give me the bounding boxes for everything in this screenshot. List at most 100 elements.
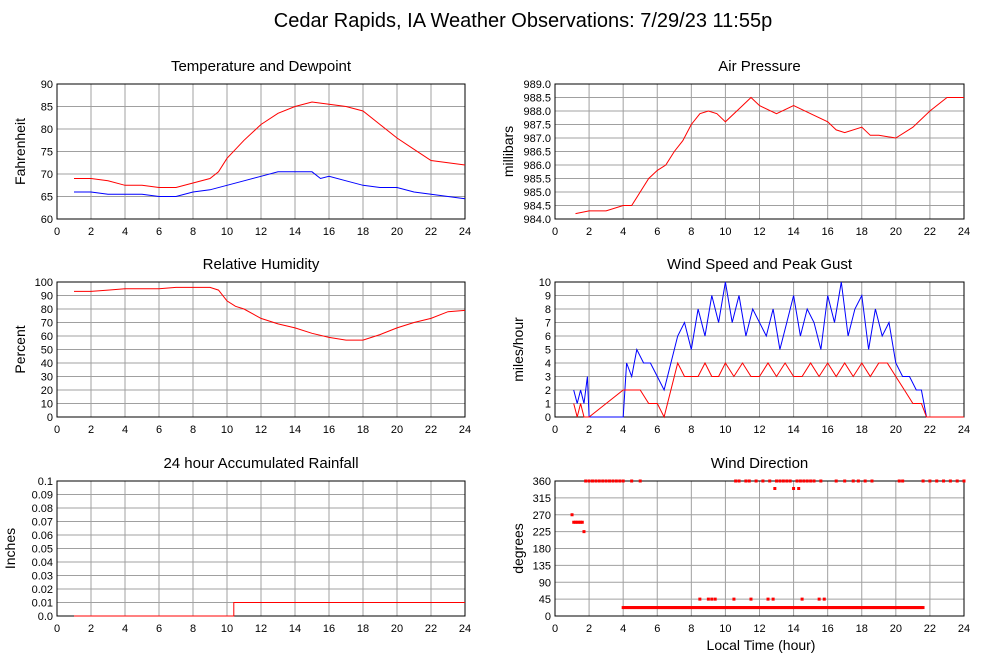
- temp-x-tick-label: 24: [459, 226, 471, 238]
- direction-plot-frame: [554, 480, 965, 617]
- wind-y-tick-label: 8: [545, 304, 551, 316]
- temp-y-tick-label: 90: [41, 79, 53, 91]
- humidity-y-tick-label: 10: [41, 399, 53, 411]
- temp-y-tick-label: 80: [41, 124, 53, 136]
- humidity-y-tick-label: 70: [41, 318, 53, 330]
- rain-x-tick-label: 18: [357, 623, 369, 635]
- direction-y-tick-label: 360: [533, 476, 551, 488]
- temp-y-tick-label: 75: [41, 147, 53, 159]
- direction-y-tick-label: 90: [539, 577, 551, 589]
- direction-x-tick-label: 2: [586, 623, 592, 635]
- humidity-x-tick-label: 18: [357, 424, 369, 436]
- direction-point: [572, 520, 576, 524]
- temp-y-tick-label: 60: [41, 214, 53, 226]
- direction-x-tick-label: 8: [688, 623, 694, 635]
- rain-series-line-0: [74, 602, 465, 617]
- direction-x-tick-label: 12: [753, 623, 765, 635]
- direction-point: [582, 530, 586, 534]
- humidity-y-axis-label: Percent: [12, 325, 28, 373]
- direction-point: [812, 479, 816, 483]
- wind-x-tick-label: 22: [924, 424, 936, 436]
- humidity-x-tick-label: 4: [122, 424, 128, 436]
- pressure-y-tick-label: 986.5: [523, 147, 551, 159]
- direction-point: [935, 479, 939, 483]
- direction-point: [579, 520, 583, 524]
- pressure-y-tick-label: 989.0: [523, 79, 551, 91]
- direction-point: [800, 597, 804, 601]
- direction-point: [834, 479, 838, 483]
- wind-title: Wind Speed and Peak Gust: [667, 256, 853, 273]
- direction-point: [747, 479, 751, 483]
- direction-point: [901, 479, 905, 483]
- pressure-y-tick-label: 984.5: [523, 201, 551, 213]
- rain-x-tick-label: 4: [122, 623, 128, 635]
- direction-point: [802, 479, 806, 483]
- direction-point: [734, 479, 738, 483]
- humidity-title: Relative Humidity: [203, 256, 320, 273]
- direction-point: [710, 597, 714, 601]
- direction-point: [928, 479, 932, 483]
- direction-point: [768, 479, 772, 483]
- pressure-x-tick-label: 14: [787, 226, 799, 238]
- direction-point: [843, 479, 847, 483]
- direction-x-tick-label: 14: [787, 623, 799, 635]
- rain-y-tick-label: 0.01: [32, 598, 53, 610]
- direction-point: [921, 606, 925, 610]
- rain-y-axis-label: Inches: [2, 528, 18, 569]
- direction-point: [608, 479, 612, 483]
- pressure-y-tick-label: 985.0: [523, 187, 551, 199]
- humidity-series-line-0: [74, 286, 466, 341]
- rain-x-tick-label: 14: [289, 623, 301, 635]
- rain-y-tick-label: 0.07: [32, 517, 53, 529]
- wind-x-tick-label: 8: [688, 424, 694, 436]
- direction-y-tick-label: 225: [533, 527, 551, 539]
- direction-point: [775, 479, 779, 483]
- humidity-y-tick-label: 20: [41, 385, 53, 397]
- rain-y-tick-label: 0.08: [32, 503, 53, 515]
- wind-y-tick-label: 4: [545, 358, 551, 370]
- temp-plot-frame: [56, 83, 466, 220]
- direction-point: [618, 479, 622, 483]
- wind-y-axis-label: miles/hour: [510, 317, 526, 382]
- direction-point: [766, 597, 770, 601]
- humidity-x-tick-label: 2: [88, 424, 94, 436]
- wind-y-tick-label: 6: [545, 331, 551, 343]
- rain-x-tick-label: 24: [459, 623, 471, 635]
- direction-point: [614, 479, 618, 483]
- humidity-y-tick-label: 30: [41, 372, 53, 384]
- direction-point: [621, 479, 625, 483]
- rain-x-tick-label: 6: [156, 623, 162, 635]
- rain-title: 24 hour Accumulated Rainfall: [163, 455, 358, 472]
- direction-y-tick-label: 45: [539, 594, 551, 606]
- direction-point: [942, 479, 946, 483]
- rain-x-tick-label: 10: [221, 623, 233, 635]
- humidity-x-tick-label: 24: [459, 424, 471, 436]
- wind-y-tick-label: 0: [545, 412, 551, 424]
- wind-y-tick-label: 7: [545, 318, 551, 330]
- direction-point: [771, 597, 775, 601]
- humidity-y-tick-label: 60: [41, 331, 53, 343]
- direction-point: [604, 479, 608, 483]
- direction-x-tick-label: 24: [958, 623, 970, 635]
- rain-y-tick-label: 0.05: [32, 544, 53, 556]
- pressure-x-tick-label: 6: [654, 226, 660, 238]
- humidity-x-tick-label: 16: [323, 424, 335, 436]
- x-axis-label: Local Time (hour): [707, 637, 816, 653]
- direction-point: [749, 597, 753, 601]
- direction-point: [754, 479, 758, 483]
- direction-point: [577, 520, 581, 524]
- wind-plot-frame: [554, 281, 965, 418]
- direction-point: [761, 479, 765, 483]
- direction-point: [819, 479, 823, 483]
- temp-title: Temperature and Dewpoint: [171, 58, 352, 75]
- direction-point: [601, 479, 605, 483]
- pressure-x-tick-label: 10: [719, 226, 731, 238]
- rain-x-tick-label: 2: [88, 623, 94, 635]
- temp-x-tick-label: 8: [190, 226, 196, 238]
- direction-point: [744, 479, 748, 483]
- temp-series-line-0: [74, 101, 466, 188]
